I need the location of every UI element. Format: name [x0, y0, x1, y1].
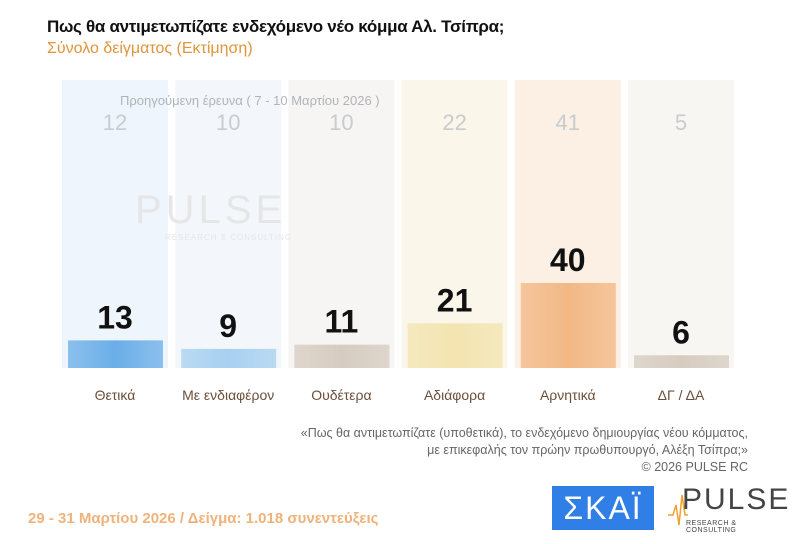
pulse-wave-icon — [668, 494, 688, 526]
previous-value-label: 12 — [103, 110, 127, 135]
chart-subtitle: Σύνολο δείγματος (Εκτίμηση) — [47, 40, 253, 57]
column-background — [401, 80, 508, 368]
bar — [407, 323, 503, 368]
bar-value-label: 11 — [324, 304, 358, 340]
note-line: με επικεφαλής τον πρώην πρωθυπουργό, Αλέ… — [427, 443, 748, 457]
bar-value-label: 9 — [219, 308, 237, 344]
category-label: ΔΓ / ΔΑ — [658, 387, 705, 403]
bar-value-label: 13 — [97, 299, 133, 335]
bar-value-label: 6 — [672, 314, 690, 350]
column-background — [62, 80, 168, 368]
bar-chart: 12 13 Θετικά 10 9 Με ενδιαφέρον 10 11 Ουδέτερα 22… — [62, 80, 734, 403]
category-label: Με ενδιαφέρον — [182, 387, 274, 403]
bar — [181, 348, 277, 368]
survey-footer: 29 - 31 Μαρτίου 2026 / Δείγμα: 1.018 συν… — [28, 510, 379, 527]
pulse-logo: PULSE RESEARCH & CONSULTING — [668, 483, 788, 534]
pulse-watermark: PULSE RESEARCH & CONSULTING — [135, 188, 293, 242]
bar — [294, 344, 390, 368]
bar — [68, 340, 163, 368]
bar-value-label: 40 — [550, 242, 586, 278]
note-line: «Πως θα αντιμετωπίζατε (υποθετικά), το ε… — [300, 426, 748, 440]
category-label: Αδιάφορα — [424, 387, 485, 403]
category-label: Αρνητικά — [540, 387, 596, 403]
previous-value-label: 41 — [556, 110, 580, 135]
bar — [520, 283, 616, 368]
previous-value-label: 5 — [675, 110, 687, 135]
bar-value-label: 21 — [437, 282, 473, 318]
previous-value-label: 10 — [329, 110, 353, 135]
category-label: Ουδέτερα — [311, 387, 371, 403]
column-background — [288, 80, 395, 368]
previous-value-label: 22 — [442, 110, 466, 135]
column-background — [628, 80, 734, 368]
skai-logo: ΣΚΑΪ — [552, 486, 654, 530]
category-label: Θετικά — [95, 387, 136, 403]
column-background — [175, 80, 282, 368]
bar — [634, 355, 729, 368]
previous-survey-label: Προηγούμενη έρευνα ( 7 - 10 Μαρτίου 2026… — [120, 93, 380, 108]
previous-value-label: 10 — [216, 110, 240, 135]
copyright: © 2026 PULSE RC — [641, 460, 748, 474]
question-note: «Πως θα αντιμετωπίζατε (υποθετικά), το ε… — [301, 425, 748, 476]
chart-title: Πως θα αντιμετωπίζατε ενδεχόμενο νέο κόμ… — [47, 17, 505, 36]
